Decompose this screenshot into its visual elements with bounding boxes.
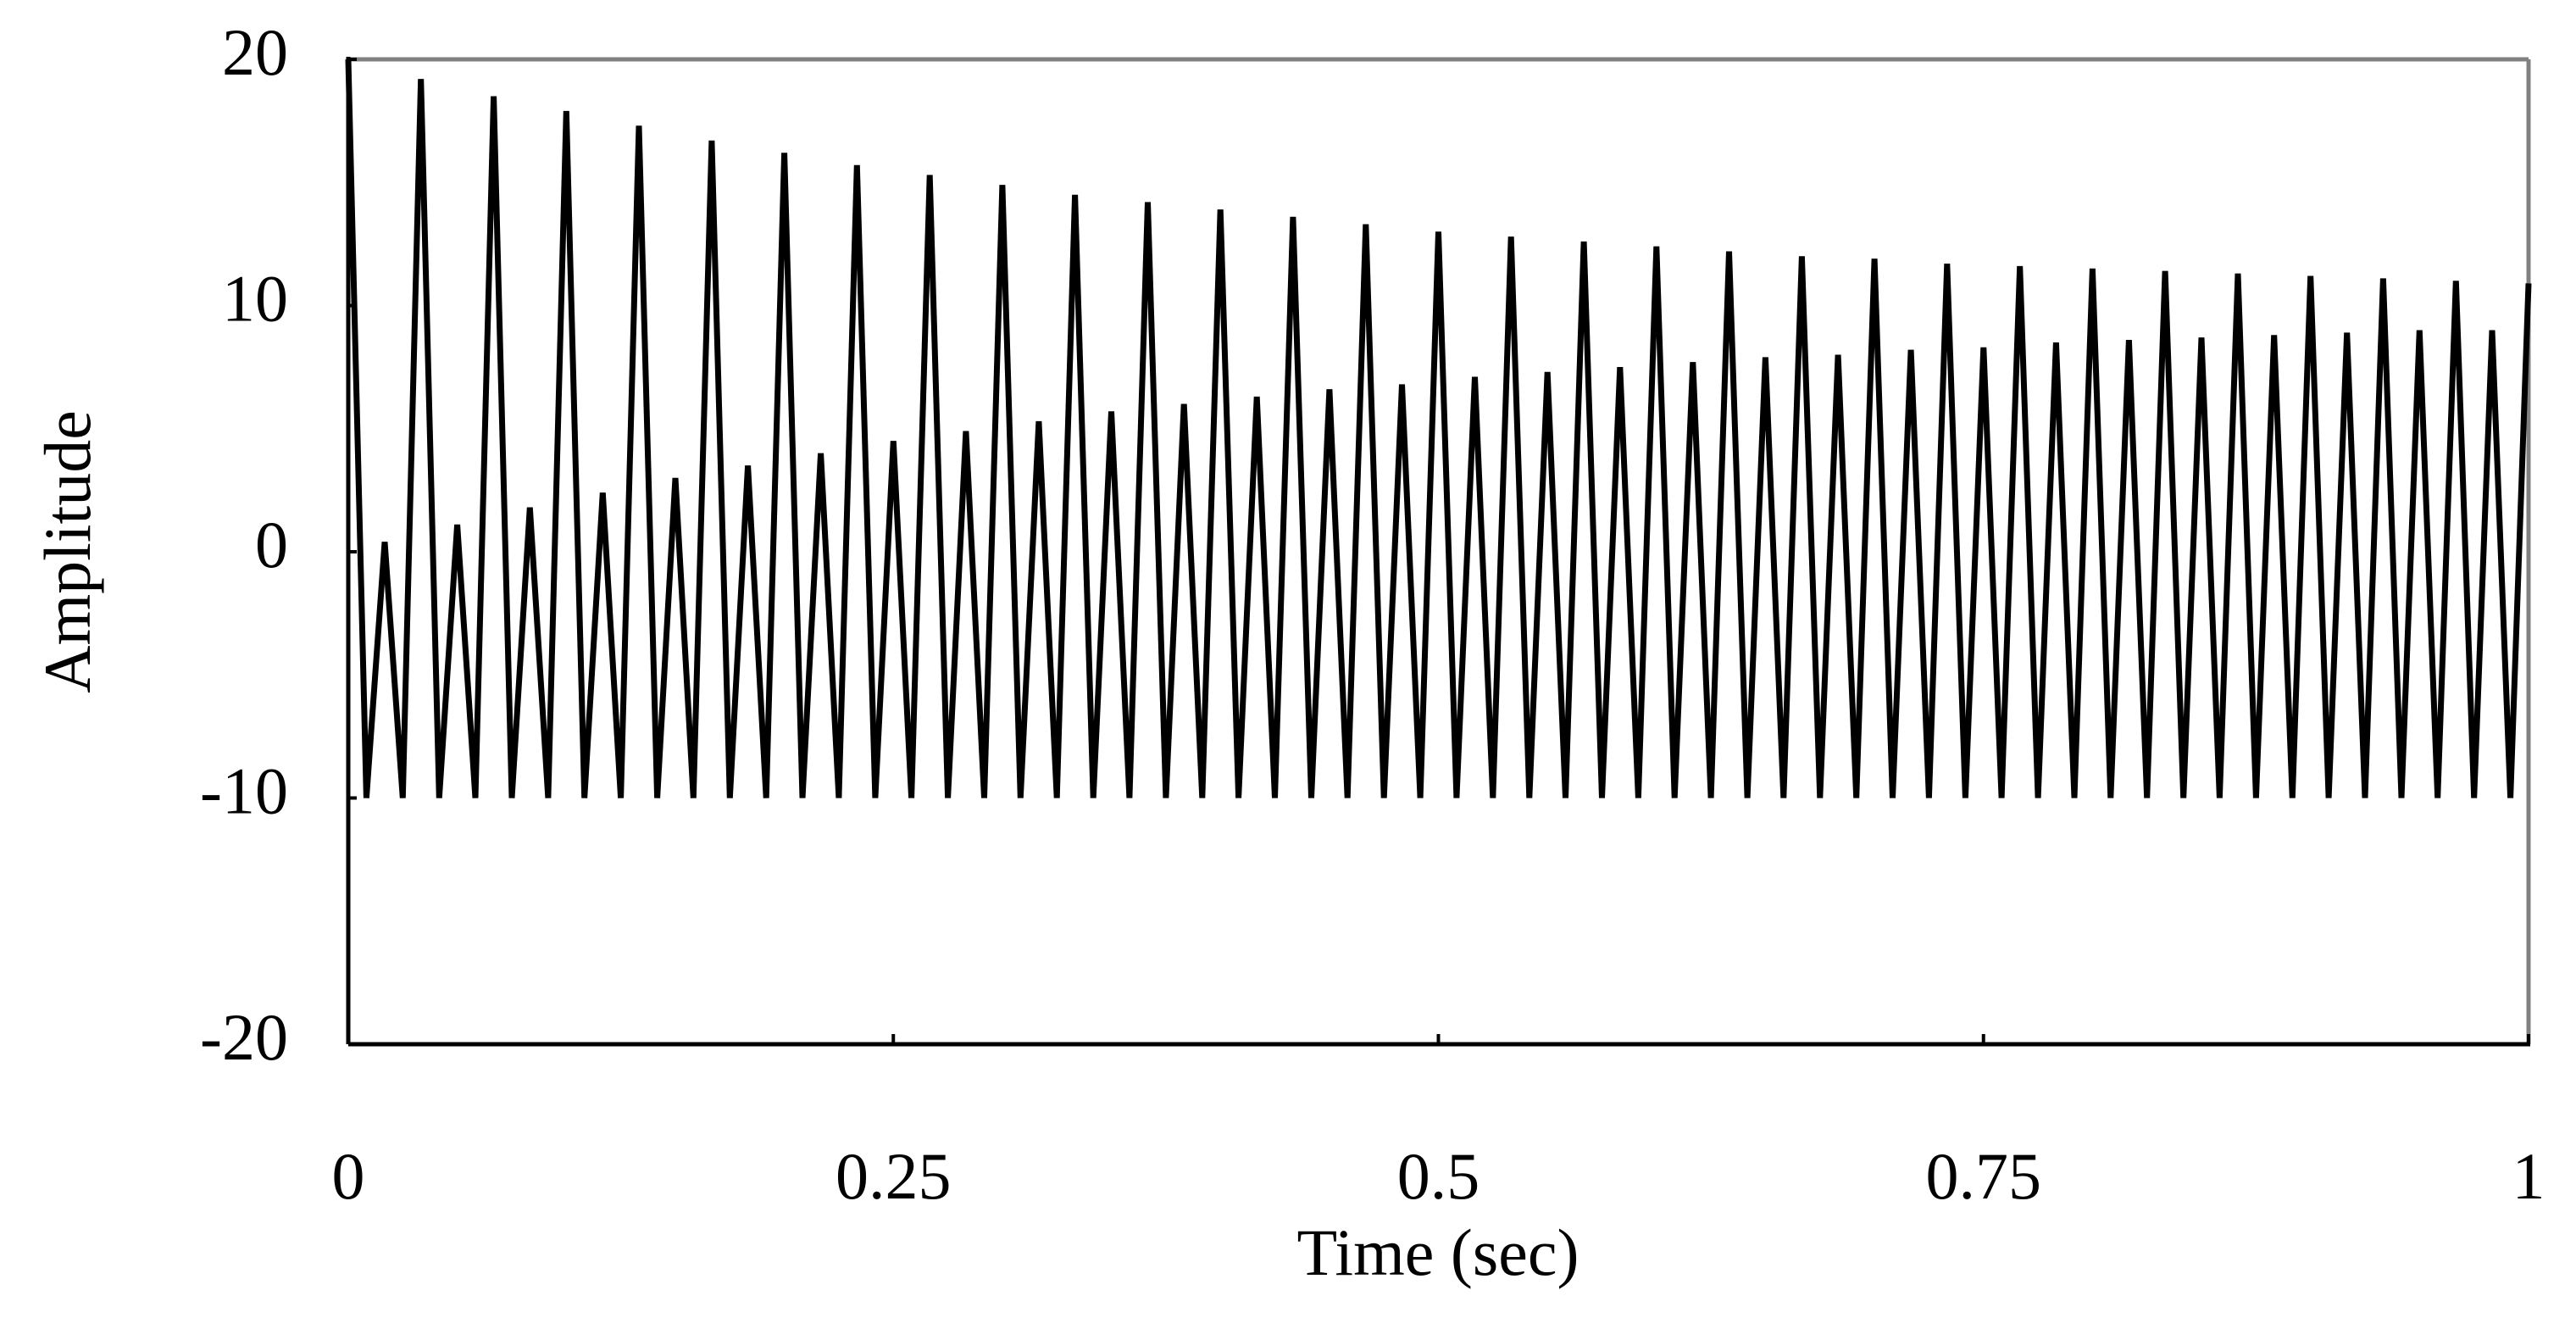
y-axis-title: Amplitude: [31, 410, 104, 693]
x-tick-label: 0.5: [1397, 1139, 1480, 1213]
x-tick-label: 1: [2512, 1139, 2545, 1213]
x-axis-title: Time (sec): [1297, 1215, 1579, 1289]
signal-line: [345, 58, 2532, 798]
x-tick-label: 0.25: [836, 1139, 952, 1213]
y-tick-label: 20: [222, 15, 288, 89]
y-tick-label: -10: [200, 753, 288, 827]
y-tick-label: -20: [200, 1000, 288, 1074]
y-tick-label: 10: [222, 261, 288, 335]
y-tick-label: 0: [255, 508, 288, 581]
x-tick-label: 0: [332, 1139, 365, 1213]
x-tick-label: 0.75: [1926, 1139, 2042, 1213]
